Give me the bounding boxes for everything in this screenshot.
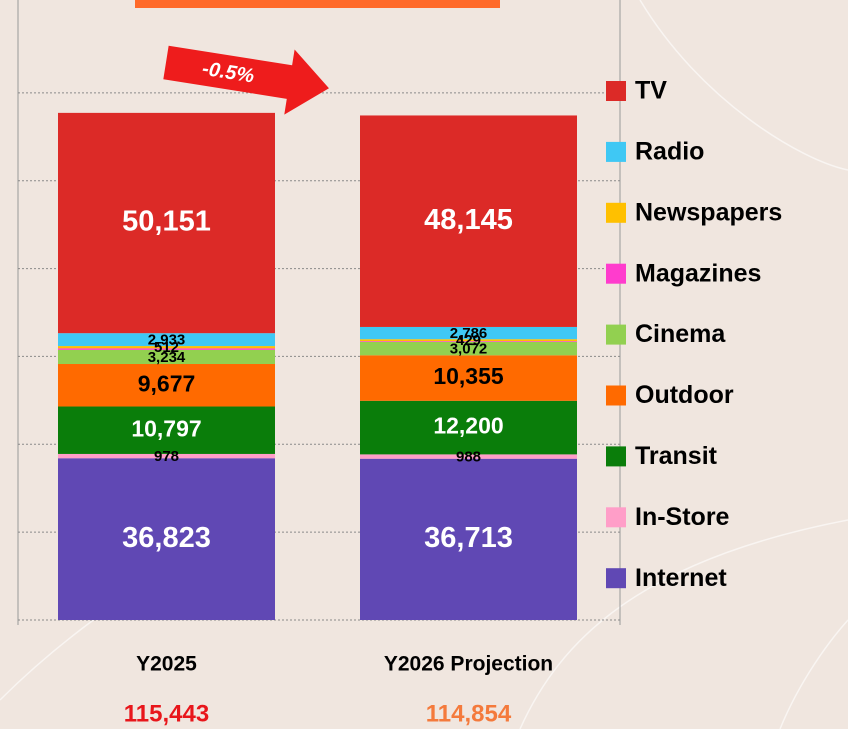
bar-segment [58,349,275,365]
legend: Internet In-Store Transit Outdoor Cinema Maga… [606,77,782,592]
x-tick-label: Y2025 [136,653,197,676]
bar-segment [360,341,577,356]
legend-swatch [606,385,626,406]
value-label: 12,200 [433,413,503,439]
legend-swatch [606,263,626,284]
bar-segment [58,364,275,407]
value-label: 2,786 [450,325,488,342]
legend-label: Internet [635,564,727,592]
value-label: 36,713 [424,522,513,554]
legend-swatch [606,324,626,345]
value-label: 50,151 [122,206,211,238]
value-label: 429 [456,332,481,349]
bar-segment [58,453,275,459]
bar-segment [58,458,275,620]
legend-label: Outdoor [635,381,734,409]
legend-label: Magazines [635,259,761,287]
bar-segment [360,341,577,342]
bar-segment [360,115,577,327]
value-label: 512 [154,339,179,356]
value-label: 3,234 [148,349,186,366]
legend-swatch [606,141,626,162]
value-label: 3,072 [450,341,488,358]
value-label: 10,797 [131,415,201,441]
legend-label: Newspapers [635,198,782,226]
legend-label: Transit [635,442,718,470]
bar-segment [58,333,275,347]
value-label: 978 [154,448,179,465]
total-label: 114,854 [426,700,512,727]
bar-segment [58,112,275,334]
bar-segment [360,326,577,340]
legend-swatch [606,446,626,467]
bar-segment [58,406,275,454]
title-box-edge [135,0,500,8]
value-label: 9,677 [138,370,196,396]
value-label: 2,933 [148,332,186,349]
bar-segment [58,348,275,350]
bar-segment [58,346,275,349]
legend-label: Radio [635,138,704,166]
bar-segment [360,339,577,342]
legend-swatch [606,507,626,528]
value-label: 988 [456,449,481,466]
legend-label: TV [635,77,667,105]
legend-label: In-Store [635,503,730,531]
change-arrow: -0.5% [163,45,329,115]
bar-segment [360,458,577,620]
legend-swatch [606,202,626,223]
value-label: 10,355 [433,363,504,389]
x-tick-label: Y2026 Projection [384,653,553,676]
bar-segment [360,454,577,459]
legend-label: Cinema [635,320,726,348]
bar-segment [360,400,577,455]
legend-swatch [606,568,626,589]
total-label: 115,443 [124,700,209,727]
value-label: 48,145 [424,204,513,236]
legend-swatch [606,81,626,101]
value-label: 36,823 [122,522,211,554]
bar-segment [360,355,577,401]
